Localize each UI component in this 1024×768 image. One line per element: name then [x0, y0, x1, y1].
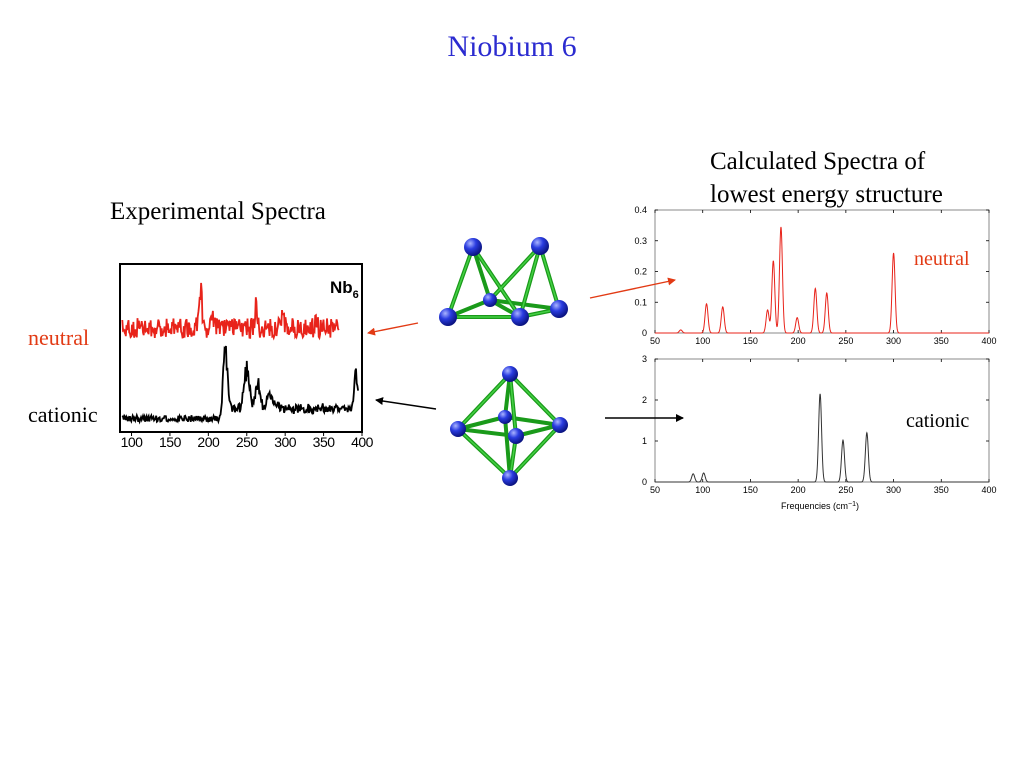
atom: [508, 428, 524, 444]
calc-x-tick-label: 350: [934, 336, 949, 346]
calc-y-tick-label: 1: [642, 436, 647, 446]
calculated-heading: Calculated Spectra of lowest energy stru…: [710, 145, 943, 211]
cationic-cluster-structure: [450, 366, 568, 486]
atom: [450, 421, 466, 437]
calculated-cationic-series: [655, 393, 989, 483]
calc-x-tick-label: 150: [743, 485, 758, 495]
calc-y-tick-label: 0.1: [634, 297, 647, 307]
experimental-x-tick-label: 250: [236, 434, 259, 450]
neutral-cluster-structure: [439, 237, 568, 326]
arrow-to-calc-neutral: [589, 277, 676, 299]
calc-y-tick-label: 2: [642, 395, 647, 405]
cationic-cluster-bonds: [456, 372, 562, 480]
calc-y-tick-label: 0: [642, 477, 647, 487]
arrow-to-exp-cationic: [375, 397, 437, 410]
atom: [498, 410, 512, 424]
experimental-series-group: [121, 282, 359, 425]
atom: [531, 237, 549, 255]
atom: [511, 308, 529, 326]
calc-y-tick-label: 0.3: [634, 236, 647, 246]
calculated-cationic-chart: 50 100 150 200 250 300 350 400 0 1 2 3 Frequencies …: [642, 354, 997, 511]
calculated-heading-line2: lowest energy structure: [710, 181, 943, 208]
calculated-neutral-series: [655, 226, 989, 334]
atom: [552, 417, 568, 433]
experimental-x-tick-label: 100: [121, 434, 144, 450]
calc-x-tick-label: 50: [650, 336, 660, 346]
calc-y-tick-label: 0.4: [634, 205, 647, 215]
experimental-chart: 100 150 200 250 300 350 400 Nb6: [119, 263, 374, 450]
experimental-x-tick-label: 350: [313, 434, 336, 450]
calculated-neutral-axes: 50 100 150 200 250 300 350 400 0 0.1 0.2 0.3 0.4: [634, 205, 996, 346]
atom: [502, 366, 518, 382]
calculated-neutral-frame: [654, 209, 990, 334]
arrow-to-exp-neutral: [367, 322, 419, 336]
calc-x-tick-label: 100: [695, 485, 710, 495]
experimental-series-neutral: [121, 282, 340, 341]
calc-x-tick-label: 200: [791, 485, 806, 495]
calculated-cationic-label: cationic: [906, 410, 970, 432]
calculated-xlabel: Frequencies (cm−1): [781, 501, 859, 511]
slide-title: Niobium 6: [447, 30, 577, 63]
calc-y-tick-label: 0.2: [634, 267, 647, 277]
calc-x-tick-label: 350: [934, 485, 949, 495]
calc-x-tick-label: 300: [886, 485, 901, 495]
atom: [464, 238, 482, 256]
calc-x-tick-label: 400: [981, 336, 996, 346]
calculated-cationic-frame: [654, 358, 990, 483]
calculated-neutral-label: neutral: [914, 248, 970, 270]
atom: [502, 470, 518, 486]
experimental-ticks: 100 150 200 250 300 350 400: [121, 432, 374, 450]
experimental-neutral-label: neutral: [28, 325, 90, 350]
calc-x-tick-label: 100: [695, 336, 710, 346]
calc-x-tick-label: 300: [886, 336, 901, 346]
calc-y-tick-label: 0: [642, 328, 647, 338]
calc-y-tick-label: 3: [642, 354, 647, 364]
experimental-heading: Experimental Spectra: [110, 198, 326, 225]
calc-x-tick-label: 200: [791, 336, 806, 346]
neutral-cluster-bonds: [446, 244, 561, 319]
calc-x-tick-label: 50: [650, 485, 660, 495]
experimental-x-tick-label: 300: [274, 434, 297, 450]
atom: [439, 308, 457, 326]
experimental-inset-label: Nb6: [330, 278, 359, 301]
calc-x-tick-label: 250: [838, 336, 853, 346]
experimental-cationic-label: cationic: [28, 402, 98, 427]
calculated-neutral-chart: 50 100 150 200 250 300 350 400 0 0.1 0.2 0.3 0.4: [634, 205, 996, 346]
calc-x-tick-label: 400: [981, 485, 996, 495]
calc-x-tick-label: 250: [838, 485, 853, 495]
experimental-x-tick-label: 150: [159, 434, 182, 450]
atom: [550, 300, 568, 318]
experimental-series-cationic: [121, 345, 359, 425]
calculated-heading-line1: Calculated Spectra of: [710, 148, 926, 175]
experimental-x-tick-label: 400: [351, 434, 374, 450]
calc-x-tick-label: 150: [743, 336, 758, 346]
experimental-x-tick-label: 200: [197, 434, 220, 450]
atom: [483, 293, 497, 307]
calculated-cationic-axes: 50 100 150 200 250 300 350 400 0 1 2 3: [642, 354, 997, 495]
